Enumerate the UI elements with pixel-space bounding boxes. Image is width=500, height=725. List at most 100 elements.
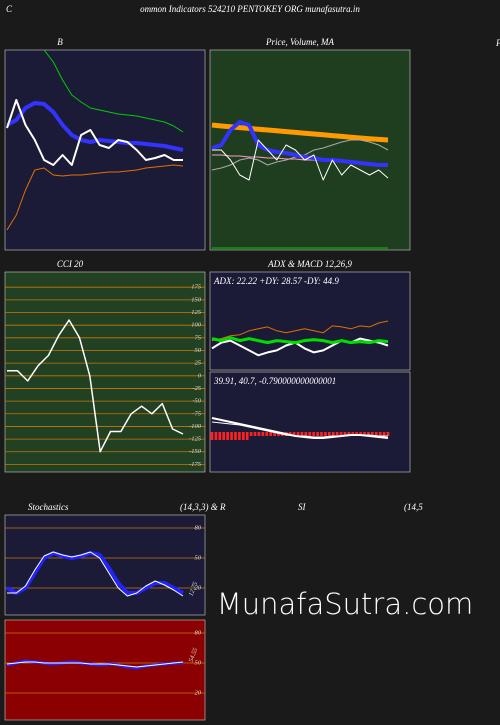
plot [210,417,390,440]
histogram-bar [374,432,378,436]
histogram-bar [249,432,253,436]
y-tick-label: 150 [191,296,202,303]
histogram-bar [253,432,257,436]
panel [4,619,206,721]
histogram-bar [386,432,390,436]
chart-title: Stochastics [28,502,69,512]
y-tick-label: 20 [195,689,202,696]
histogram-bar [234,432,237,440]
chart-subtitle: 39.91, 40.7, -0.790000000000001 [213,376,336,386]
value-annotation: 12.75 [188,580,200,597]
chart-subtitle: ADX: 22.22 +DY: 28.57 -DY: 44.9 [213,276,339,286]
line-series [6,661,184,668]
line-series [211,122,389,143]
histogram-bar [367,432,370,436]
histogram-bar [261,432,265,436]
histogram-bar [245,432,249,440]
histogram-bar [343,432,347,436]
histogram-bar [324,432,327,436]
line-series [211,421,388,438]
line-series [6,101,184,152]
histogram-bar [382,432,386,436]
histogram-bar [378,432,382,436]
histogram-bar [363,432,366,436]
y-tick-label: -100 [189,423,202,430]
histogram-bar [214,432,218,440]
header-title: ommon Indicators 524210 PENTOKEY ORG mun… [140,4,360,14]
section-label: (14,3,3) & R [180,502,226,512]
y-tick-label: -75 [192,410,201,417]
histogram-bar [277,432,280,436]
chart-title: ADX & MACD 12,26,9 [267,259,352,269]
histogram-bar [238,432,241,440]
watermark: MunafaSutra.com [217,587,474,621]
histogram-bar [230,432,233,440]
panel [209,49,411,251]
histogram-bar [273,432,276,436]
header-left: C [6,4,13,14]
y-tick-label: 50 [195,347,202,354]
histogram-bar [257,432,261,436]
y-tick-label: 125 [191,309,202,316]
plot [5,632,205,694]
line-series [7,551,184,597]
histogram-bar [241,432,245,440]
panel [209,371,411,473]
plot [5,527,205,597]
histogram-bar [308,432,312,436]
y-tick-label: 50 [195,554,202,561]
line-series [211,120,388,167]
y-tick-label: 80 [195,524,202,531]
y-tick-label: 75 [195,334,202,341]
y-tick-label: 80 [195,629,202,636]
y-tick-label: 25 [195,360,202,367]
chart-title: B [57,37,63,47]
plot [5,286,205,465]
histogram-bar [347,432,351,436]
panel [4,49,206,251]
line-series [6,164,184,231]
line-series [7,319,184,453]
header-right: P [495,38,500,48]
histogram-bar [210,432,214,440]
line-series [212,139,389,181]
line-series [211,320,389,342]
chart-title: CCI 20 [57,259,84,269]
histogram-bar [371,432,374,436]
line-series [43,50,184,133]
histogram-bar [331,432,335,436]
histogram-bar [316,432,319,436]
plot [211,120,389,249]
line-series [211,337,389,357]
y-tick-label: -175 [189,461,202,468]
plot [211,320,389,357]
y-tick-label: 175 [191,284,202,291]
section-label: SI [298,502,307,512]
histogram-bar [304,432,308,436]
histogram-bar [218,432,222,440]
histogram-bar [327,432,331,436]
histogram-bar [222,432,226,440]
histogram-bar [269,432,273,436]
chart-title: Price, Volume, MA [265,37,334,47]
y-tick-label: 20 [195,584,202,591]
y-tick-label: -50 [192,398,201,405]
y-tick-label: 50 [195,659,202,666]
histogram-bar [226,432,229,440]
y-tick-label: -125 [189,436,202,443]
y-tick-label: -150 [189,448,202,455]
histogram-bar [335,432,339,436]
histogram-bar [300,432,304,436]
histogram-bar [320,432,323,436]
panel [4,271,206,473]
y-tick-label: -25 [192,385,201,392]
histogram-bar [296,432,300,436]
y-tick-label: 100 [191,322,202,329]
y-tick-label: 0 [198,372,202,379]
plot [6,50,184,231]
line-series [6,99,183,166]
panel [209,271,411,371]
histogram-bar [265,432,269,436]
line-series [211,336,389,345]
